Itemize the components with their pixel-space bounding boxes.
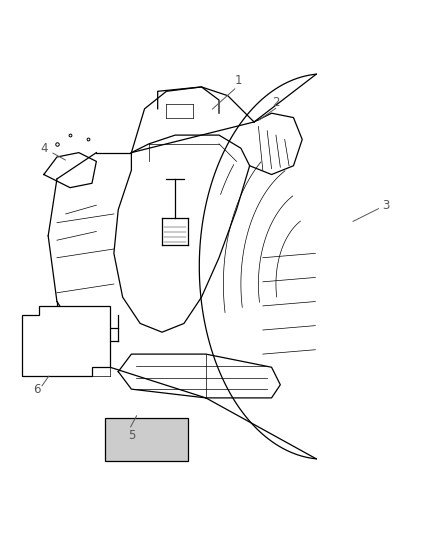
Text: 1: 1 — [235, 74, 243, 87]
Text: 2: 2 — [272, 96, 280, 109]
Text: 3: 3 — [382, 199, 389, 212]
Polygon shape — [105, 418, 188, 462]
Text: 5: 5 — [128, 429, 135, 442]
Text: 4: 4 — [40, 142, 48, 155]
Polygon shape — [22, 306, 110, 376]
Text: 6: 6 — [33, 383, 41, 395]
